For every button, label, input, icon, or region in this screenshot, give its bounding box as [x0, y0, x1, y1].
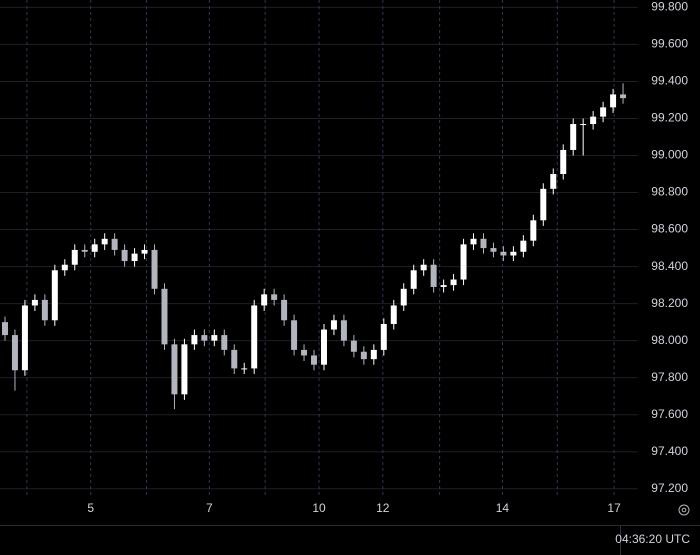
- candle-body: [261, 294, 268, 306]
- candle-body: [271, 294, 278, 300]
- candle-body: [530, 220, 537, 241]
- candle-body: [221, 335, 228, 350]
- candle-body: [301, 349, 308, 356]
- x-tick-label: 17: [607, 501, 621, 515]
- candle-body: [590, 116, 597, 125]
- candle-body: [580, 124, 587, 126]
- candle-body: [111, 238, 118, 250]
- y-tick-label: 98.000: [651, 333, 688, 347]
- y-tick-label: 98.600: [651, 222, 688, 236]
- candle-body: [330, 320, 337, 330]
- candle-body: [480, 238, 487, 249]
- candle-body: [141, 249, 148, 254]
- candle-body: [121, 249, 128, 262]
- y-tick-label: 99.800: [651, 0, 688, 14]
- candle-body: [211, 335, 218, 341]
- clock: 04:36:20 UTC: [615, 532, 690, 546]
- y-tick-label: 97.200: [651, 481, 688, 495]
- candle-body: [410, 270, 417, 289]
- y-tick-label: 99.200: [651, 111, 688, 125]
- candle-body: [320, 329, 327, 365]
- candle-body: [231, 349, 238, 369]
- candle-body: [161, 288, 168, 345]
- candle-body: [11, 335, 18, 371]
- y-tick-label: 97.400: [651, 444, 688, 458]
- candle-body: [101, 238, 108, 245]
- candle-body: [380, 323, 387, 350]
- y-tick-label: 98.400: [651, 259, 688, 273]
- x-tick-label: 10: [312, 501, 326, 515]
- y-tick-label: 99.000: [651, 148, 688, 162]
- y-tick-label: 98.800: [651, 185, 688, 199]
- candle-body: [21, 305, 28, 371]
- candle-body: [600, 107, 607, 117]
- candle-body: [520, 240, 527, 252]
- candle-body: [440, 285, 447, 287]
- candle-body: [31, 299, 38, 306]
- candle-body: [550, 174, 557, 189]
- candle-body: [181, 344, 188, 395]
- candle-body: [41, 299, 48, 321]
- candle-body: [61, 264, 68, 271]
- candle-body: [131, 253, 138, 262]
- x-tick-label: 7: [206, 501, 213, 515]
- y-tick-label: 99.600: [651, 37, 688, 51]
- y-tick-label: 98.200: [651, 296, 688, 310]
- candle-body: [420, 264, 427, 271]
- candle-body: [91, 244, 98, 252]
- candle-body: [251, 305, 258, 369]
- y-tick-label: 99.400: [651, 74, 688, 88]
- candle-body: [171, 344, 178, 395]
- candle-body: [390, 305, 397, 324]
- x-tick-label: 14: [496, 501, 510, 515]
- candle-body: [540, 188, 547, 221]
- candle-body: [71, 249, 78, 265]
- candle-body: [340, 320, 347, 341]
- candle-body: [81, 249, 88, 252]
- candle-body: [560, 149, 567, 175]
- candle-body: [350, 340, 357, 352]
- candle-body: [51, 270, 58, 321]
- candle-body: [470, 238, 477, 245]
- candle-body: [191, 335, 198, 345]
- x-tick-label: 5: [87, 501, 94, 515]
- candle-body: [620, 94, 627, 99]
- y-tick-label: 97.600: [651, 407, 688, 421]
- candle-body: [291, 320, 298, 350]
- candle-body: [610, 94, 617, 108]
- candle-body: [400, 288, 407, 306]
- candle-body: [241, 368, 248, 370]
- candle-body: [450, 279, 457, 286]
- candle-body: [311, 355, 318, 365]
- settings-icon-center: [681, 507, 687, 513]
- candle-body: [460, 244, 467, 280]
- settings-button[interactable]: [678, 504, 690, 516]
- candle-body: [151, 249, 158, 289]
- candle-body: [201, 335, 208, 341]
- candle-body: [490, 248, 497, 252]
- candle-body: [570, 124, 577, 150]
- x-tick-label: 12: [376, 501, 390, 515]
- candle-body: [510, 251, 517, 256]
- candle-body: [500, 251, 507, 256]
- candle-body: [360, 351, 367, 360]
- candle-body: [430, 264, 437, 287]
- candle-body: [1, 322, 8, 336]
- candle-body: [370, 349, 377, 360]
- candle-body: [281, 299, 288, 321]
- settings-icon[interactable]: [678, 504, 690, 516]
- y-tick-label: 97.800: [651, 370, 688, 384]
